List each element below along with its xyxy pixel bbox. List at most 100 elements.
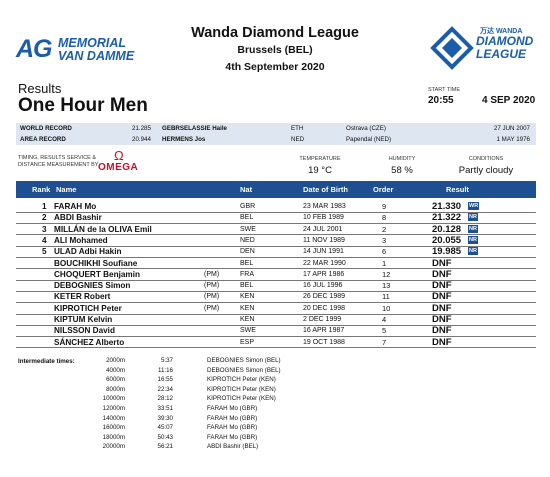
order-cell: 13 xyxy=(382,281,391,291)
intermediate-row: 4000m 11:16 DEBOGNIES Simon (BEL) xyxy=(0,366,550,376)
record-athlete: GEBRSELASSIE Haile xyxy=(162,125,227,132)
result-cell: DNF xyxy=(432,280,452,292)
table-row: 5 ULAD Adbi Hakin DEN 14 JUN 1991 6 19.985 NR xyxy=(16,246,536,257)
split-leader: DEBOGNIES Simon (BEL) xyxy=(207,357,281,364)
order-cell: 2 xyxy=(382,224,387,234)
start-time: 20:55 xyxy=(428,95,454,106)
dob-cell: 14 JUN 1991 xyxy=(303,248,344,256)
result-cell: DNF xyxy=(432,314,452,325)
pacemaker-tag: (PM) xyxy=(204,304,220,312)
row-divider xyxy=(16,211,536,213)
omega-icon: Ω xyxy=(114,148,124,163)
pacemaker-tag: (PM) xyxy=(204,270,220,278)
rank-cell: 4 xyxy=(42,235,47,245)
intermediate-row: 6000m 16:55 KIPROTICH Peter (KEN) xyxy=(0,375,550,385)
record-venue: Ostrava (CZE) xyxy=(346,125,386,132)
split-distance: 14000m xyxy=(102,414,125,422)
intermediate-label: Intermediate times: xyxy=(18,358,75,365)
rank-cell: 5 xyxy=(42,247,47,257)
athlete-name: FARAH Mo xyxy=(54,202,97,211)
split-leader: FARAH Mo (GBR) xyxy=(207,433,258,441)
intermediate-row: 18000m 50:43 FARAH Mo (GBR) xyxy=(0,433,550,443)
conditions-label: CONDITIONS xyxy=(468,156,504,162)
row-divider xyxy=(16,279,536,281)
order-cell: 12 xyxy=(382,269,391,279)
split-distance: 20000m xyxy=(102,443,125,451)
athlete-name: MILLÁN de la OLIVA Emil xyxy=(54,224,152,234)
athlete-name: ULAD Adbi Hakin xyxy=(54,247,122,257)
results-label: Results xyxy=(18,81,62,96)
order-cell: 1 xyxy=(382,258,387,268)
athlete-name: CHOQUERT Benjamin xyxy=(54,269,140,279)
table-row: CHOQUERT Benjamin (PM) FRA 17 APR 1986 12 DNF xyxy=(16,269,536,280)
record-athlete: HERMENS Jos xyxy=(162,136,206,143)
order-cell: 4 xyxy=(382,315,387,324)
order-cell: 11 xyxy=(382,292,390,302)
dob-cell: 11 NOV 1989 xyxy=(303,236,345,244)
dob-cell: 20 DEC 1998 xyxy=(303,304,346,312)
dob-cell: 19 OCT 1988 xyxy=(303,338,345,346)
col-order: Order xyxy=(373,185,394,194)
nat-cell: ESP xyxy=(240,338,255,346)
split-distance: 8000m xyxy=(106,385,125,393)
record-badge: NR xyxy=(468,213,478,222)
nat-cell: SWE xyxy=(240,327,256,335)
record-mark: 20.944 xyxy=(132,136,151,143)
order-cell: 5 xyxy=(382,326,387,336)
memorial-logo-text: MEMORIAL VAN DAMME xyxy=(58,36,135,63)
rank-cell: 1 xyxy=(42,202,47,211)
split-leader: ABDI Bashir (BEL) xyxy=(207,443,259,451)
athlete-name: KIPTUM Kelvin xyxy=(54,315,113,324)
athlete-name: KIPROTICH Peter xyxy=(54,303,122,313)
nat-cell: FRA xyxy=(240,270,254,278)
split-time: 28:12 xyxy=(157,395,173,403)
dob-cell: 16 JUL 1996 xyxy=(303,282,343,290)
temperature-value: 19 °C xyxy=(308,165,332,176)
event-title: Wanda Diamond League xyxy=(191,25,359,41)
table-row: 1 FARAH Mo GBR 23 MAR 1983 9 21.330 WR xyxy=(16,201,536,212)
split-distance: 16000m xyxy=(102,424,125,432)
record-badge: NR xyxy=(468,224,478,233)
split-leader: DEBOGNIES Simon (BEL) xyxy=(207,366,281,374)
ag-logo-mark: AG xyxy=(16,35,52,63)
athlete-name: NILSSON David xyxy=(54,326,115,336)
table-row: KIPTUM Kelvin KEN 2 DEC 1999 4 DNF xyxy=(16,314,536,325)
record-date: 1 MAY 1976 xyxy=(496,136,530,143)
split-time: 39:30 xyxy=(157,414,173,422)
split-leader: KIPROTICH Peter (KEN) xyxy=(207,385,276,393)
table-row: KETER Robert (PM) KEN 26 DEC 1989 11 DNF xyxy=(16,291,536,302)
split-distance: 12000m xyxy=(102,405,125,412)
start-time-label: START TIME xyxy=(428,87,460,93)
split-leader: KIPROTICH Peter (KEN) xyxy=(207,395,276,403)
record-badge: NR xyxy=(468,247,478,256)
area-record-row: AREA RECORD 20.944 HERMENS Jos NED Papen… xyxy=(16,134,536,145)
event-name: One Hour Men xyxy=(18,95,148,116)
split-leader: KIPROTICH Peter (KEN) xyxy=(207,376,276,384)
row-divider xyxy=(16,347,536,349)
dob-cell: 2 DEC 1999 xyxy=(303,316,342,323)
conditions-value: Partly cloudy xyxy=(458,165,514,176)
record-badge: WR xyxy=(468,202,480,210)
pacemaker-tag: (PM) xyxy=(204,282,220,290)
split-distance: 6000m xyxy=(106,376,125,384)
record-nat: ETH xyxy=(291,125,304,132)
athlete-name: ALI Mohamed xyxy=(54,235,108,245)
pacemaker-tag: (PM) xyxy=(204,293,220,301)
dob-cell: 26 DEC 1989 xyxy=(303,293,346,301)
dob-cell: 10 FEB 1989 xyxy=(303,214,344,222)
row-divider xyxy=(16,245,536,247)
event-location: Brussels (BEL) xyxy=(237,44,313,56)
nat-cell: KEN xyxy=(240,316,255,323)
table-row: 3 MILLÁN de la OLIVA Emil SWE 24 JUL 2001 2 2… xyxy=(16,224,536,235)
split-leader: FARAH Mo (GBR) xyxy=(207,424,258,432)
record-label: WORLD RECORD xyxy=(20,125,72,132)
split-time: 22:34 xyxy=(157,385,173,393)
table-row: DEBOGNIES Simon (PM) BEL 16 JUL 1996 13 DNF xyxy=(16,280,536,291)
nat-cell: BEL xyxy=(240,214,254,222)
col-name: Name xyxy=(56,185,77,194)
timing-credit: TIMING, RESULTS SERVICE & DISTANCE MEASU… xyxy=(18,155,99,168)
results-table-header: Rank Name Nat Date of Birth Order Result xyxy=(16,181,536,198)
order-cell: 3 xyxy=(382,235,387,245)
table-row: 4 ALI Mohamed NED 11 NOV 1989 3 20.055 NR xyxy=(16,235,536,246)
record-venue: Papendal (NED) xyxy=(346,136,392,143)
